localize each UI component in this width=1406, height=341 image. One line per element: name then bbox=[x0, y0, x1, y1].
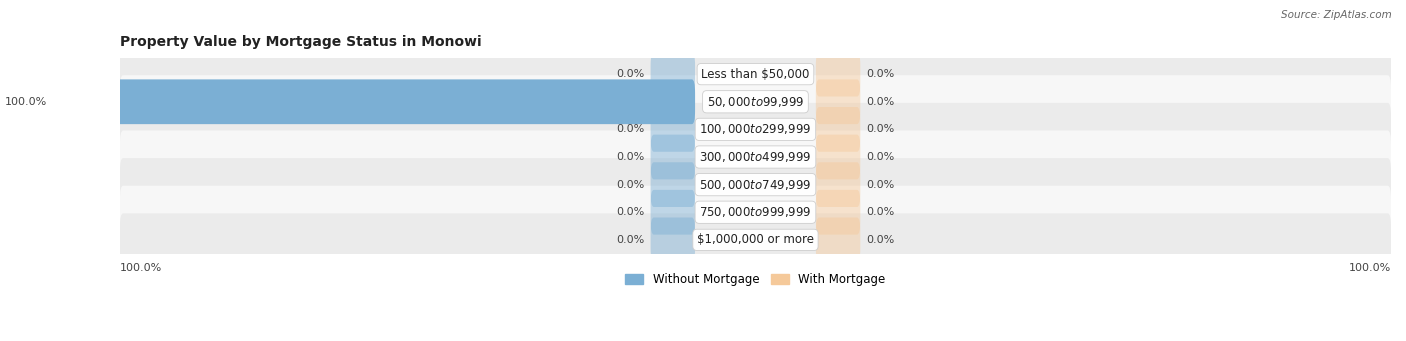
FancyBboxPatch shape bbox=[651, 135, 695, 179]
Text: $50,000 to $99,999: $50,000 to $99,999 bbox=[707, 95, 804, 109]
FancyBboxPatch shape bbox=[651, 107, 695, 152]
Text: 0.0%: 0.0% bbox=[866, 235, 896, 245]
Text: 100.0%: 100.0% bbox=[120, 263, 162, 273]
Text: Source: ZipAtlas.com: Source: ZipAtlas.com bbox=[1281, 10, 1392, 20]
Text: 0.0%: 0.0% bbox=[866, 69, 896, 79]
FancyBboxPatch shape bbox=[815, 135, 860, 179]
Text: 0.0%: 0.0% bbox=[616, 69, 644, 79]
FancyBboxPatch shape bbox=[651, 218, 695, 262]
Text: 0.0%: 0.0% bbox=[616, 235, 644, 245]
FancyBboxPatch shape bbox=[815, 162, 860, 207]
FancyBboxPatch shape bbox=[120, 158, 1391, 211]
Text: 100.0%: 100.0% bbox=[1348, 263, 1391, 273]
FancyBboxPatch shape bbox=[53, 79, 695, 124]
FancyBboxPatch shape bbox=[120, 48, 1391, 101]
FancyBboxPatch shape bbox=[651, 190, 695, 235]
Text: 0.0%: 0.0% bbox=[616, 180, 644, 190]
Text: 0.0%: 0.0% bbox=[866, 207, 896, 217]
FancyBboxPatch shape bbox=[651, 162, 695, 207]
Text: Less than $50,000: Less than $50,000 bbox=[702, 68, 810, 80]
Text: 0.0%: 0.0% bbox=[616, 124, 644, 134]
Text: $500,000 to $749,999: $500,000 to $749,999 bbox=[699, 178, 811, 192]
Text: 0.0%: 0.0% bbox=[866, 124, 896, 134]
FancyBboxPatch shape bbox=[120, 131, 1391, 183]
FancyBboxPatch shape bbox=[815, 52, 860, 97]
Text: 0.0%: 0.0% bbox=[616, 152, 644, 162]
Text: 0.0%: 0.0% bbox=[866, 97, 896, 107]
Text: 0.0%: 0.0% bbox=[866, 180, 896, 190]
FancyBboxPatch shape bbox=[815, 79, 860, 124]
Text: $300,000 to $499,999: $300,000 to $499,999 bbox=[699, 150, 811, 164]
Text: $100,000 to $299,999: $100,000 to $299,999 bbox=[699, 122, 811, 136]
FancyBboxPatch shape bbox=[815, 218, 860, 262]
FancyBboxPatch shape bbox=[651, 52, 695, 97]
Text: $750,000 to $999,999: $750,000 to $999,999 bbox=[699, 205, 811, 219]
Text: 0.0%: 0.0% bbox=[866, 152, 896, 162]
Text: 0.0%: 0.0% bbox=[616, 207, 644, 217]
FancyBboxPatch shape bbox=[120, 186, 1391, 239]
FancyBboxPatch shape bbox=[815, 190, 860, 235]
FancyBboxPatch shape bbox=[120, 213, 1391, 266]
Legend: Without Mortgage, With Mortgage: Without Mortgage, With Mortgage bbox=[620, 268, 890, 291]
FancyBboxPatch shape bbox=[815, 107, 860, 152]
FancyBboxPatch shape bbox=[120, 75, 1391, 128]
FancyBboxPatch shape bbox=[120, 103, 1391, 156]
Text: Property Value by Mortgage Status in Monowi: Property Value by Mortgage Status in Mon… bbox=[120, 35, 481, 49]
Text: 100.0%: 100.0% bbox=[4, 97, 46, 107]
Text: $1,000,000 or more: $1,000,000 or more bbox=[697, 233, 814, 246]
